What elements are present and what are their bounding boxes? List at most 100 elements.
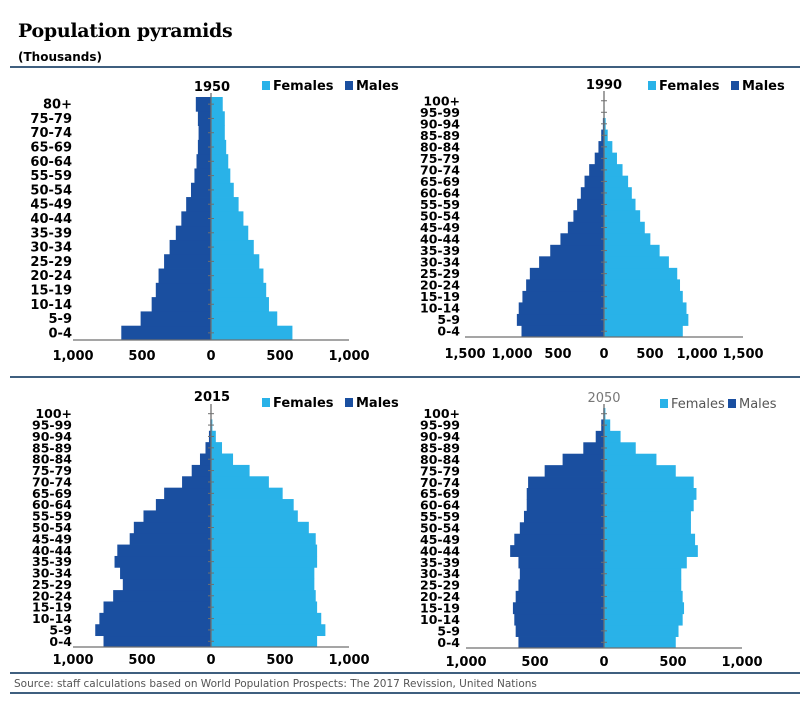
chart-2015-female-bar-30-34 — [211, 567, 315, 580]
chart-2050-age-label: 55-59 — [420, 509, 460, 524]
chart-2015-female-bar-20-24 — [211, 590, 316, 602]
chart-1990-legend-label-females: Females — [659, 79, 720, 94]
chart-2015-female-bar-75-79 — [211, 464, 250, 477]
chart-2015-age-label: 30-34 — [32, 566, 72, 581]
chart-1950-male-bar-70-74 — [198, 125, 211, 141]
chart-2050-x-tick-label: 500 — [521, 655, 548, 670]
chart-2050-male-bar-30-34 — [519, 568, 604, 580]
chart-1950-male-bar-35-39 — [175, 225, 211, 241]
chart-2015-age-label: 100+ — [35, 406, 72, 421]
chart-2050-male-bar-40-44 — [510, 545, 604, 557]
chart-2015-female-bar-85-89 — [211, 442, 223, 454]
chart-2015-age-label: 80-84 — [32, 452, 72, 467]
chart-2050-male-bar-85-89 — [583, 442, 604, 455]
chart-1990-male-bar-40-44 — [560, 233, 604, 246]
chart-1950-age-label: 20-24 — [30, 269, 72, 284]
chart-2050-age-label: 70-74 — [420, 475, 460, 490]
chart-1990-male-bar-60-64 — [580, 187, 604, 200]
chart-1950-age-label: 10-14 — [30, 298, 72, 313]
chart-2050-female-bar-25-29 — [604, 579, 682, 592]
chart-1950-female-bar-5-9 — [211, 311, 278, 327]
chart-2050-age-label: 75-79 — [420, 463, 460, 478]
chart-1990-age-label: 45-49 — [420, 220, 460, 235]
chart-2050-age-label: 60-64 — [420, 498, 460, 513]
chart-1990-male-bar-50-54 — [573, 210, 604, 223]
chart-2050-age-label: 65-69 — [420, 486, 460, 501]
chart-2050-male-bar-75-79 — [544, 465, 604, 477]
chart-2015-legend-label-females: Females — [273, 396, 334, 411]
chart-1950-age-label: 55-59 — [30, 169, 72, 184]
chart-2050-male-bar-5-9 — [515, 625, 604, 637]
chart-1990-age-label: 95-99 — [420, 105, 460, 120]
chart-1990-age-label: 75-79 — [420, 151, 460, 166]
chart-1990-age-label: 30-34 — [420, 255, 460, 270]
chart-1950-x-tick-label: 1,000 — [52, 349, 93, 364]
chart-2015-male-bar-50-54 — [133, 521, 211, 534]
source-note: Source: staff calculations based on Worl… — [14, 678, 537, 690]
chart-1950-female-bar-75-79 — [211, 111, 225, 126]
chart-2015-male-bar-80-84 — [199, 453, 211, 466]
chart-1990-female-bar-30-34 — [604, 256, 669, 269]
chart-1990-x-tick-label: 0 — [599, 347, 608, 362]
footer-divider-top — [10, 672, 800, 674]
chart-1990-female-bar-80-84 — [604, 141, 613, 154]
chart-1950-legend-swatch-females — [262, 81, 270, 90]
chart-2015-age-label: 0-4 — [49, 634, 72, 649]
chart-2015-male-bar-0-4 — [103, 635, 211, 648]
chart-1950-age-label: 5-9 — [49, 312, 73, 327]
chart-1950-male-bar-45-49 — [186, 197, 211, 212]
chart-2015-female-bar-35-39 — [211, 555, 318, 568]
page-title: Population pyramids — [18, 20, 233, 42]
chart-1950-age-label: 70-74 — [30, 126, 72, 141]
chart-1990-age-label: 20-24 — [420, 278, 460, 293]
chart-2050-female-bar-0-4 — [604, 636, 676, 649]
chart-2015-age-label: 55-59 — [32, 509, 72, 524]
chart-1950-x-tick-label: 1,000 — [328, 349, 369, 364]
chart-2050-legend-label-females: Females — [671, 397, 725, 412]
chart-2050-x-tick-label: 500 — [659, 655, 686, 670]
chart-1990-male-bar-0-4 — [521, 325, 604, 338]
chart-2015-female-bar-0-4 — [211, 635, 318, 648]
chart-1990-age-label: 50-54 — [420, 209, 460, 224]
chart-2015-age-label: 35-39 — [32, 554, 72, 569]
chart-2015-female-bar-70-74 — [211, 476, 269, 489]
chart-1950-male-bar-55-59 — [194, 168, 211, 184]
chart-2050-male-bar-15-19 — [512, 602, 604, 615]
chart-2015-x-tick-label: 1,000 — [328, 653, 369, 668]
chart-1950-female-bar-70-74 — [211, 125, 225, 141]
chart-1950-male-bar-15-19 — [155, 282, 211, 298]
chart-1950-male-bar-50-54 — [190, 182, 211, 198]
chart-2015-male-bar-20-24 — [113, 590, 211, 602]
chart-2050-male-bar-0-4 — [518, 636, 604, 649]
chart-1990-x-tick-label: 500 — [636, 347, 663, 362]
chart-1950-legend-label-males: Males — [356, 79, 399, 94]
chart-1990-age-label: 10-14 — [420, 301, 460, 316]
chart-2050-male-bar-50-54 — [519, 522, 604, 535]
chart-1950-male-bar-20-24 — [158, 268, 211, 284]
chart-2015-female-bar-40-44 — [211, 544, 318, 557]
chart-2050-age-label: 100+ — [423, 406, 460, 421]
chart-1990-age-label: 35-39 — [420, 243, 460, 258]
chart-2015-male-bar-15-19 — [103, 601, 211, 614]
chart-2015-x-tick-label: 1,000 — [52, 653, 93, 668]
chart-1990-legend-label-males: Males — [742, 79, 785, 94]
chart-2050-female-bar-70-74 — [604, 476, 694, 489]
chart-1950-age-label: 25-29 — [30, 255, 72, 270]
chart-2050-age-label: 5-9 — [437, 623, 460, 638]
chart-2050-female-bar-80-84 — [604, 453, 657, 466]
chart-1990-male-bar-35-39 — [550, 244, 604, 257]
chart-1990-female-bar-5-9 — [604, 313, 689, 326]
chart-2015-legend-label-males: Males — [356, 396, 399, 411]
middle-divider — [10, 376, 800, 378]
chart-2050-male-bar-45-49 — [514, 533, 604, 546]
chart-1950-male-bar-80+ — [195, 97, 211, 112]
chart-1990-x-tick-label: 1,500 — [444, 347, 485, 362]
chart-2050-age-label: 80-84 — [420, 452, 460, 467]
chart-1950-female-bar-50-54 — [211, 182, 234, 198]
chart-2015-age-label: 20-24 — [32, 588, 72, 603]
chart-1990-age-label: 55-59 — [420, 197, 460, 212]
chart-2015-male-bar-45-49 — [129, 533, 211, 545]
chart-2015-male-bar-5-9 — [95, 624, 211, 637]
chart-1990-female-bar-25-29 — [604, 267, 678, 280]
page-subtitle: (Thousands) — [18, 50, 102, 64]
